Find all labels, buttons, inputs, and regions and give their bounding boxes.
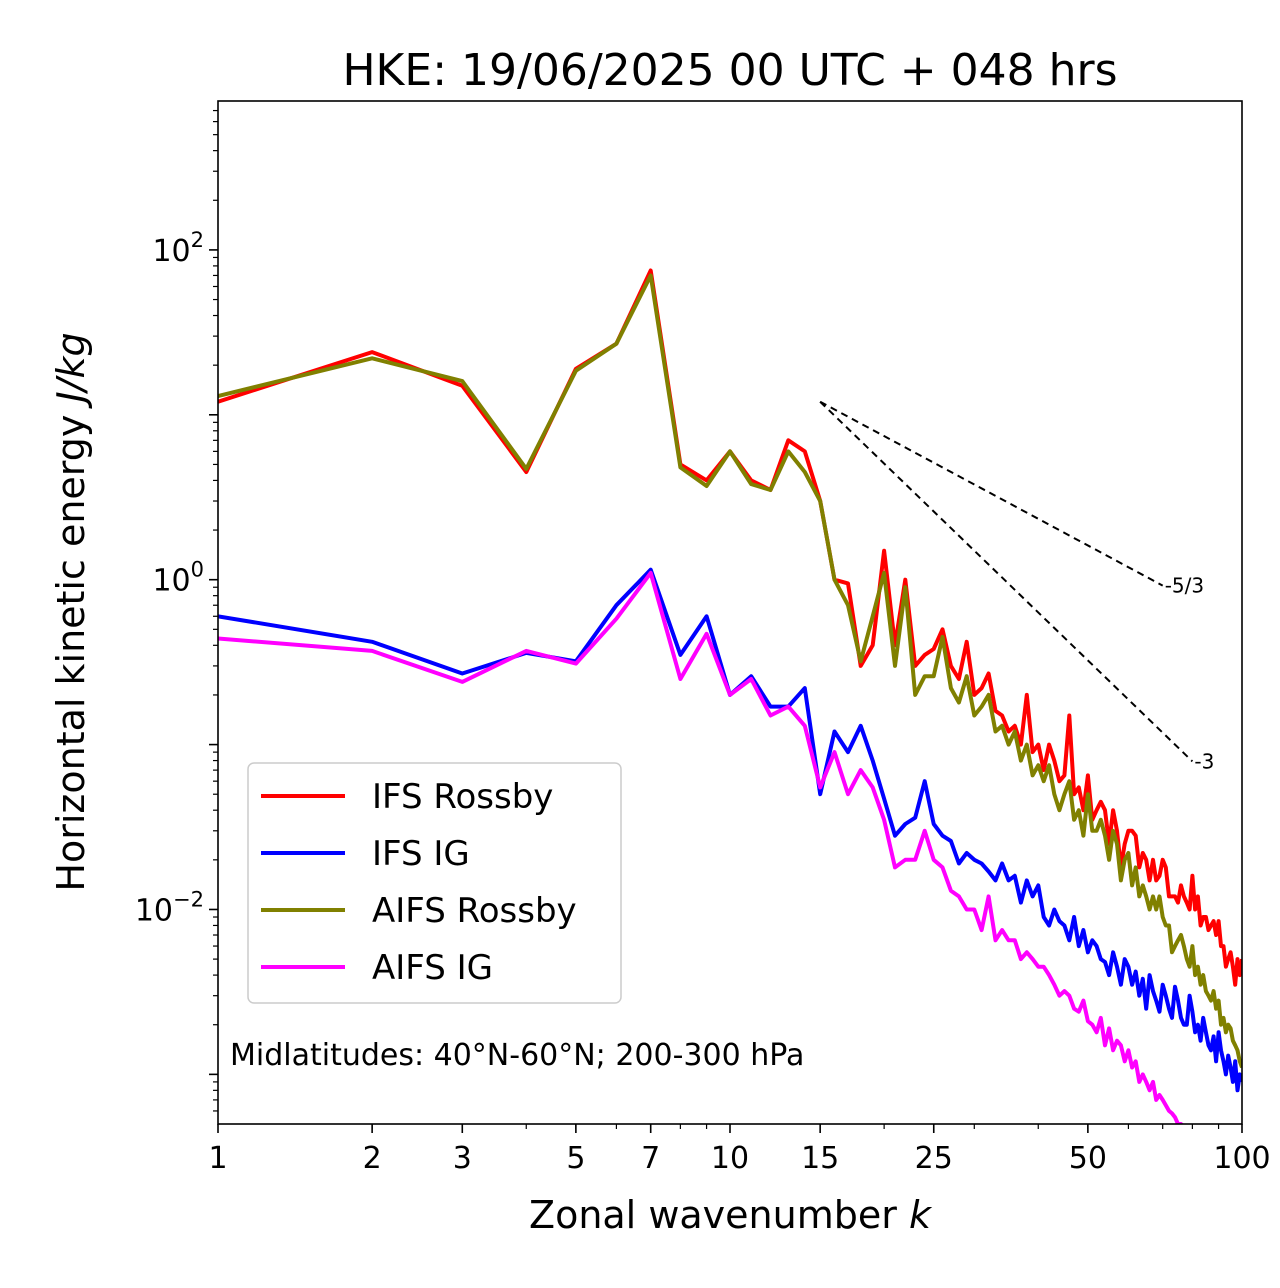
plot-area-frame bbox=[217, 100, 1243, 1125]
reference-slopes: -5/3 -3 bbox=[819, 400, 1214, 773]
chart-title: HKE: 19/06/2025 00 UTC + 048 hrs bbox=[342, 45, 1117, 96]
series-line-aifs-ig bbox=[218, 570, 1184, 1124]
series-line-aifs-rossby bbox=[218, 273, 1242, 1069]
y-axis-label-text: Horizontal kinetic energy bbox=[49, 415, 93, 892]
reference-slope-label: -5/3 bbox=[1165, 574, 1204, 598]
x-axis-ticks: 1 2 3 5 7 10 15 25 50 100 bbox=[208, 1124, 1271, 1176]
x-tick-label: 25 bbox=[915, 1141, 953, 1176]
y-axis-ticks: 102 100 10−2 bbox=[135, 228, 218, 1076]
x-tick-label: 10 bbox=[711, 1141, 749, 1176]
y-tick-label: 10−2 bbox=[135, 887, 204, 928]
y-tick-label: 102 bbox=[152, 228, 204, 269]
series-lines bbox=[218, 268, 1242, 1124]
reference-slope-line bbox=[819, 401, 1194, 763]
x-tick-label: 3 bbox=[453, 1141, 472, 1176]
region-annotation: Midlatitudes: 40°N-60°N; 200-300 hPa bbox=[230, 1038, 804, 1073]
x-tick-label: 100 bbox=[1213, 1141, 1270, 1176]
legend-label: IFS Rossby bbox=[372, 777, 553, 817]
legend-label: AIFS IG bbox=[372, 948, 493, 988]
x-axis-label-var: k bbox=[909, 1193, 933, 1237]
x-tick-label: 5 bbox=[566, 1141, 585, 1176]
x-tick-label: 50 bbox=[1069, 1141, 1107, 1176]
x-axis-label: Zonal wavenumber k bbox=[529, 1193, 933, 1237]
legend: IFS Rossby IFS IG AIFS Rossby AIFS IG bbox=[247, 762, 622, 1004]
legend-box bbox=[247, 762, 622, 1004]
y-axis-label: Horizontal kinetic energy J/kg bbox=[49, 332, 93, 891]
reference-slope-line bbox=[819, 400, 1164, 587]
x-tick-label: 15 bbox=[801, 1141, 839, 1176]
x-axis-label-text: Zonal wavenumber bbox=[529, 1193, 897, 1237]
x-tick-label: 1 bbox=[208, 1141, 227, 1176]
y-axis-label-var: J/kg bbox=[49, 332, 93, 409]
legend-label: AIFS Rossby bbox=[372, 891, 577, 931]
series-line-ifs-ig bbox=[218, 567, 1242, 1093]
x-tick-label: 2 bbox=[363, 1141, 382, 1176]
reference-slope-label: -3 bbox=[1194, 749, 1214, 773]
x-tick-label: 7 bbox=[641, 1141, 660, 1176]
legend-label: IFS IG bbox=[372, 834, 470, 874]
y-tick-label: 100 bbox=[152, 558, 204, 599]
